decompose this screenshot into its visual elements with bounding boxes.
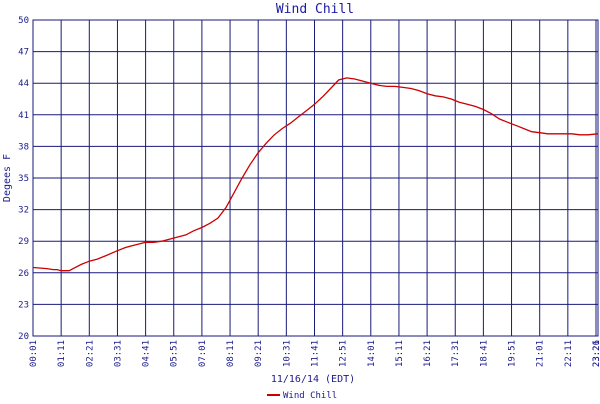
x-tick-label: 23:26	[592, 340, 600, 367]
x-tick-label: 16:21	[423, 340, 433, 367]
x-tick-label: 12:51	[339, 340, 349, 367]
x-tick-label: 18:41	[479, 340, 489, 367]
x-axis-label: 11/16/14 (EDT)	[271, 374, 355, 385]
chart-title: Wind Chill	[276, 2, 354, 17]
x-tick-label: 03:31	[113, 340, 123, 367]
x-tick-label: 22:11	[564, 340, 574, 367]
y-tick-label: 26	[18, 269, 29, 279]
x-tick-label: 05:51	[170, 340, 180, 367]
y-tick-label: 41	[18, 111, 29, 121]
x-tick-label: 04:41	[142, 340, 152, 367]
x-tick-label: 19:51	[508, 340, 518, 367]
y-tick-label: 29	[18, 237, 29, 247]
x-tick-label: 02:21	[85, 340, 95, 367]
series-line-wind-chill	[32, 77, 599, 272]
x-tick-label: 11:41	[310, 340, 320, 367]
x-tick-label: 10:31	[282, 340, 292, 367]
x-tick-labels: 00:01 01:11 02:21 03:31 04:41 05:51 07:01 08:11…	[29, 340, 600, 367]
y-tick-label: 38	[18, 142, 29, 152]
x-tick-label: 21:01	[536, 340, 546, 367]
grid-layer	[32, 19, 598, 337]
y-tick-label: 50	[18, 16, 29, 26]
legend: Wind Chill	[267, 391, 337, 401]
y-tick-label: 20	[18, 332, 29, 342]
x-tick-label: 23:21	[592, 340, 600, 367]
x-tick-label: 01:11	[57, 340, 67, 367]
y-tick-label: 23	[18, 300, 29, 310]
x-tick-label: 14:01	[367, 340, 377, 367]
y-tick-label: 32	[18, 206, 29, 216]
legend-label: Wind Chill	[283, 391, 337, 400]
series-layer	[32, 77, 599, 272]
x-tick-label: 08:11	[226, 340, 236, 367]
x-tick-label: 09:21	[254, 340, 264, 367]
x-tick-label: 07:01	[198, 340, 208, 367]
x-tick-label: 17:31	[451, 340, 461, 367]
x-tick-label: 00:01	[29, 340, 39, 367]
y-tick-label: 44	[18, 79, 29, 89]
y-tick-labels: 20 23 26 29 32 35 38 41 44 47 50	[18, 16, 29, 342]
y-tick-label: 35	[18, 174, 29, 184]
x-tick-label: 15:11	[395, 340, 405, 367]
y-tick-label: 47	[18, 48, 29, 58]
y-axis-label: Degees F	[2, 154, 13, 202]
